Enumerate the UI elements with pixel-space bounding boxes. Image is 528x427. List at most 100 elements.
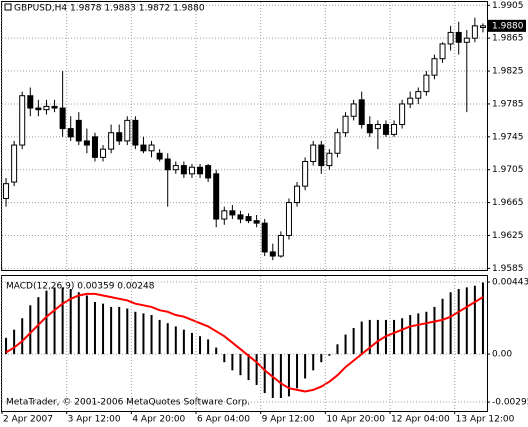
y-tick-label: -0.00295 bbox=[492, 398, 528, 408]
candle-body bbox=[75, 119, 82, 142]
candle-body bbox=[374, 123, 381, 130]
candle-body bbox=[391, 123, 398, 135]
histogram-bar bbox=[5, 337, 8, 355]
histogram-bar bbox=[449, 292, 452, 355]
candle-body bbox=[27, 95, 34, 109]
y-tick-label: 1.9865 bbox=[492, 34, 524, 44]
candle-body bbox=[108, 132, 115, 150]
candle-body bbox=[67, 128, 74, 138]
histogram-bar bbox=[110, 306, 113, 355]
candle-body bbox=[11, 144, 18, 183]
candle-body bbox=[253, 220, 260, 224]
y-tick-label: 0.00 bbox=[492, 350, 512, 360]
histogram-bar bbox=[401, 318, 404, 355]
x-tick-label: 10 Apr 20:00 bbox=[326, 415, 385, 425]
candle-body bbox=[180, 165, 187, 175]
histogram-bar bbox=[118, 306, 121, 355]
histogram-bar bbox=[344, 334, 347, 355]
candle-body bbox=[229, 210, 236, 216]
histogram-bar bbox=[473, 285, 476, 355]
histogram-bar bbox=[223, 354, 226, 363]
y-tick-label: 1.9785 bbox=[492, 99, 524, 109]
candle-body bbox=[447, 31, 454, 45]
candle-body bbox=[302, 160, 309, 187]
candle-body bbox=[350, 103, 357, 117]
candle-body bbox=[407, 97, 414, 105]
histogram-bar bbox=[320, 354, 323, 363]
y-tick-label: 1.9745 bbox=[492, 132, 524, 142]
histogram-bar bbox=[134, 311, 137, 355]
x-tick-label: 3 Apr 12:00 bbox=[68, 415, 121, 425]
candle-body bbox=[100, 148, 107, 158]
histogram-bar bbox=[441, 298, 444, 355]
histogram-bar bbox=[312, 354, 315, 371]
histogram-bar bbox=[199, 336, 202, 355]
signal-line bbox=[5, 292, 484, 393]
candle-body bbox=[399, 103, 406, 125]
candle-body bbox=[269, 251, 276, 257]
histogram-bar bbox=[336, 344, 339, 355]
histogram-bar bbox=[215, 347, 218, 355]
candle-body bbox=[310, 144, 317, 162]
title-icon bbox=[4, 3, 12, 11]
candle-body bbox=[431, 58, 438, 76]
histogram-bar bbox=[239, 354, 242, 376]
histogram-bar bbox=[328, 354, 331, 356]
histogram-bar bbox=[45, 290, 48, 355]
candle-body bbox=[382, 123, 389, 135]
candle-body bbox=[342, 115, 349, 134]
candle-body bbox=[358, 99, 365, 125]
y-tick-label: 1.9905 bbox=[492, 1, 524, 11]
candle-body bbox=[172, 165, 179, 171]
candle-body bbox=[124, 119, 131, 142]
watermark: MetaTrader, © 2001-2006 MetaQuotes Softw… bbox=[6, 398, 250, 408]
histogram-bar bbox=[102, 303, 105, 355]
chart-title: GBPUSD,H4 1.9878 1.9883 1.9872 1.9880 bbox=[14, 4, 205, 14]
x-tick-label: 2 Apr 2007 bbox=[3, 415, 53, 425]
histogram-bar bbox=[296, 354, 299, 389]
x-tick-label: 12 Apr 04:00 bbox=[391, 415, 450, 425]
candle-body bbox=[213, 173, 220, 220]
candle-body bbox=[334, 132, 341, 154]
histogram-bar bbox=[231, 354, 234, 371]
histogram-bar bbox=[69, 289, 72, 355]
histogram-bar bbox=[85, 295, 88, 355]
histogram-bar bbox=[150, 315, 153, 355]
histogram-bar bbox=[142, 313, 145, 355]
histogram-bar bbox=[352, 328, 355, 355]
x-tick-label: 6 Apr 04:00 bbox=[197, 415, 250, 425]
y-tick-label: 1.9705 bbox=[492, 165, 524, 175]
histogram-bar bbox=[247, 354, 250, 381]
candle-body bbox=[116, 132, 123, 142]
histogram-bar bbox=[93, 302, 96, 355]
histogram-bar bbox=[368, 319, 371, 355]
candle-body bbox=[91, 136, 98, 158]
candle-body bbox=[132, 119, 139, 146]
y-tick-label: 1.9625 bbox=[492, 231, 524, 241]
histogram-bar bbox=[433, 306, 436, 355]
histogram-bar bbox=[360, 321, 363, 355]
histogram-bar bbox=[77, 292, 80, 355]
candle-body bbox=[164, 158, 171, 171]
candle-body bbox=[423, 74, 430, 93]
histogram-bar bbox=[263, 354, 266, 394]
last-price-box bbox=[488, 19, 526, 32]
candle-body bbox=[3, 183, 10, 199]
histogram-bar bbox=[287, 354, 290, 397]
candle-body bbox=[148, 144, 155, 152]
candle-body bbox=[35, 107, 42, 111]
candle-body bbox=[439, 43, 446, 60]
candle-body bbox=[326, 152, 333, 167]
candle-body bbox=[19, 95, 26, 146]
macd-title: MACD(12,26,9) 0.00359 0.00248 bbox=[6, 282, 155, 292]
histogram-bar bbox=[207, 339, 210, 355]
candle-body bbox=[59, 107, 66, 130]
candle-body bbox=[188, 166, 195, 175]
candle-body bbox=[415, 91, 422, 99]
y-tick-label: 1.9825 bbox=[492, 67, 524, 77]
histogram-bar bbox=[53, 287, 56, 355]
macd-panel bbox=[1, 275, 488, 412]
y-tick-label: 1.9665 bbox=[492, 198, 524, 208]
histogram-bar bbox=[182, 329, 185, 355]
